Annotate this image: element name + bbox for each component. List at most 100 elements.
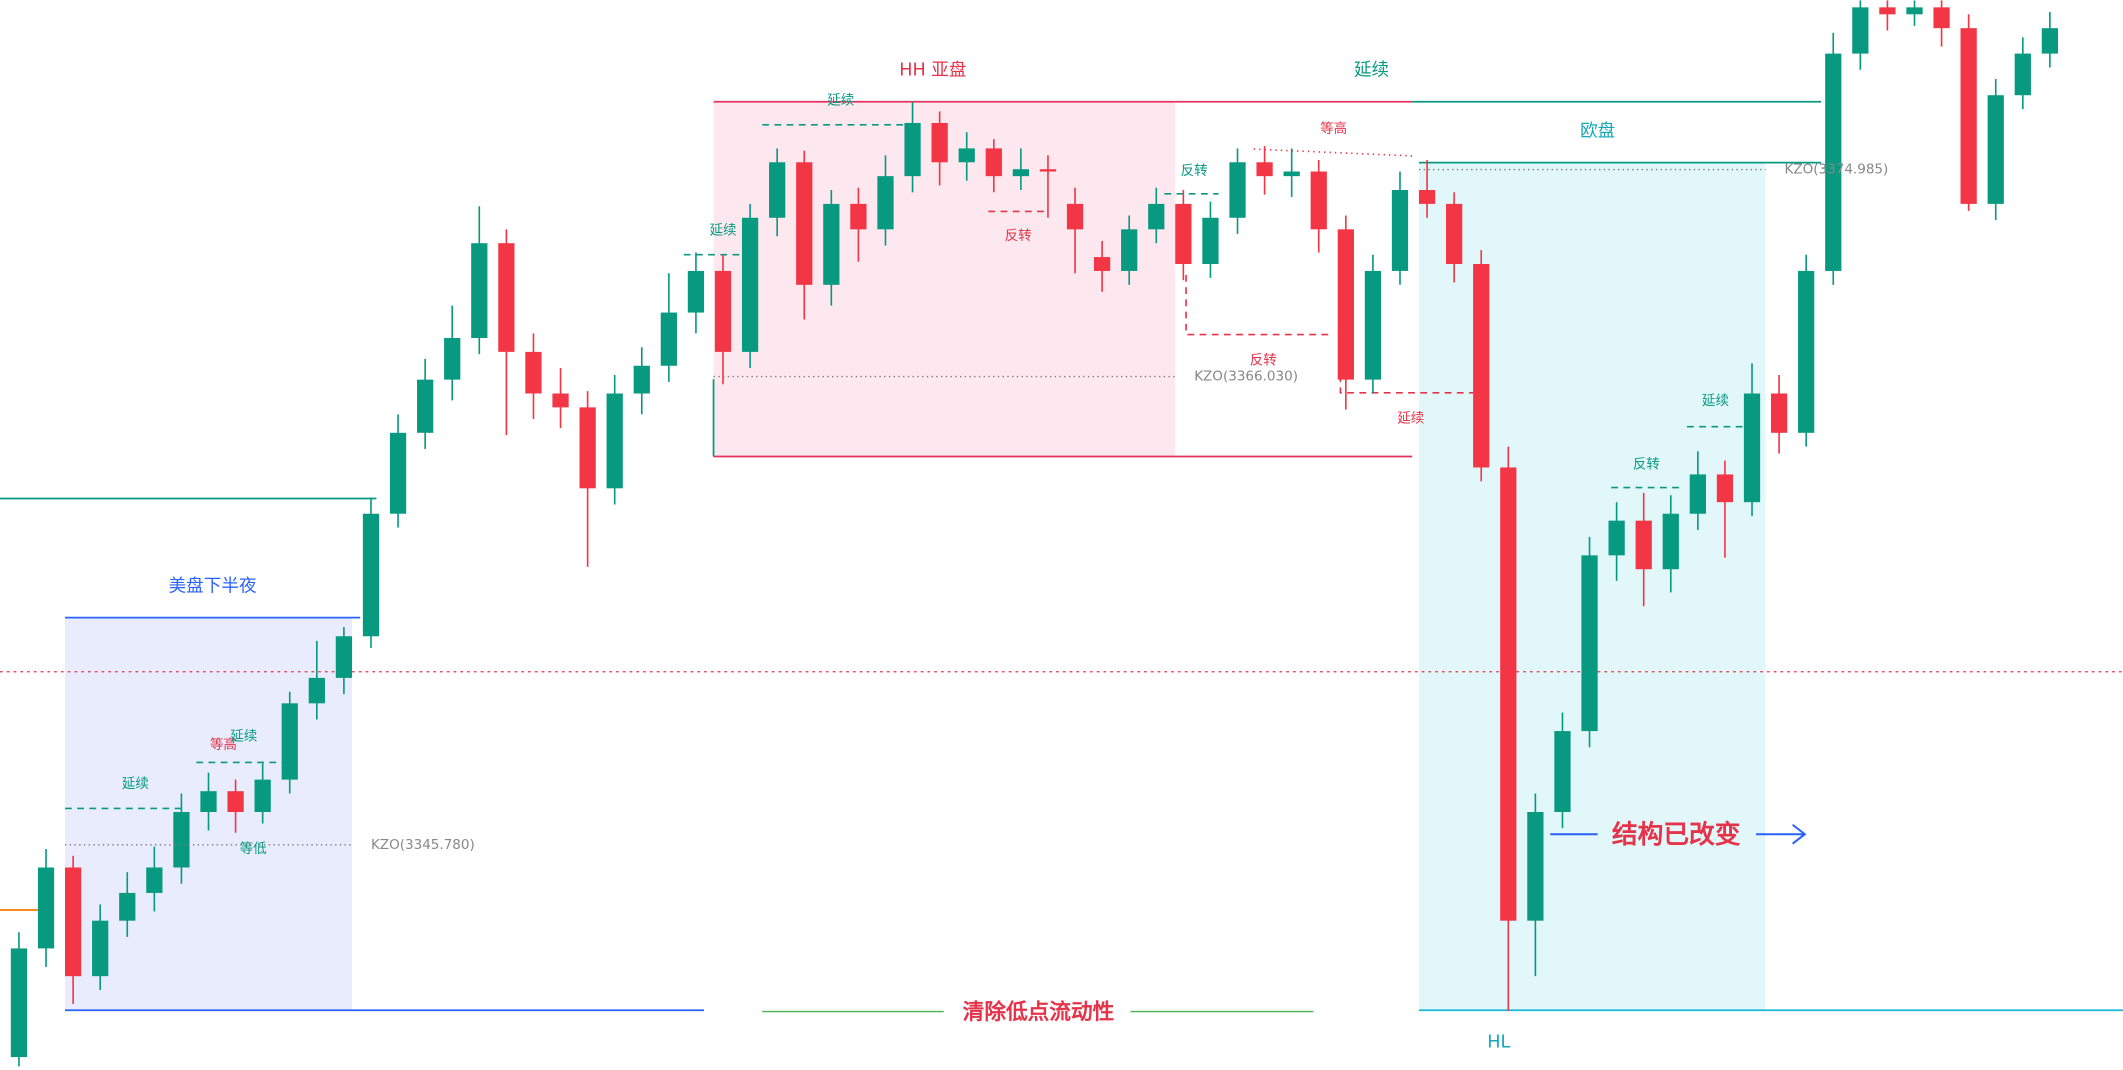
annotation: 等高 — [210, 736, 237, 753]
candle-body — [660, 312, 677, 366]
candle-body — [1121, 229, 1138, 271]
candle-body — [741, 217, 759, 352]
annotation: 反转 — [1181, 163, 1208, 179]
candle-body — [498, 243, 515, 352]
candle-body — [1987, 95, 2004, 204]
candle-body — [1933, 7, 1950, 29]
candle-body — [471, 243, 488, 339]
candle-body — [1689, 474, 1706, 514]
candle-body — [1960, 28, 1977, 204]
candle-body — [1500, 467, 1517, 921]
candle-body — [444, 338, 461, 380]
candle-body — [1256, 162, 1273, 177]
annotation: 延续 — [122, 776, 149, 792]
candle-body — [1093, 257, 1111, 271]
session-label: 美盘下半夜 — [169, 576, 257, 596]
session-label: HH 亚盘 — [899, 61, 966, 81]
arrow — [1756, 823, 1807, 845]
annotation: 延续 — [1397, 411, 1424, 427]
candle-body — [146, 867, 163, 893]
candle-body — [1879, 7, 1896, 15]
candle-body — [877, 176, 894, 230]
annotation: 延续 — [827, 92, 854, 108]
candle-body — [1310, 171, 1327, 230]
candle-body — [1743, 393, 1761, 503]
annotation: 延续 — [709, 222, 736, 238]
candle-body — [200, 791, 217, 813]
candle-body — [1202, 217, 1219, 265]
candle-body — [308, 677, 325, 704]
kzo-label: KZO(3345.780) — [371, 837, 475, 853]
candle-body — [362, 513, 380, 637]
candle-body — [1527, 812, 1544, 921]
kzo-label: KZO(3366.030) — [1194, 369, 1298, 385]
candle-body — [1716, 474, 1734, 503]
session-layout — [0, 100, 2123, 1013]
candle-body — [931, 122, 948, 163]
annotation: 结构已改变 — [1612, 819, 1741, 850]
candle-body — [389, 432, 407, 514]
candle-body — [579, 407, 596, 489]
candle-body — [37, 867, 55, 949]
structure-dashes — [64, 123, 1747, 810]
candle-body — [687, 270, 705, 313]
candle-body — [173, 812, 190, 868]
candle-body — [552, 393, 569, 408]
candle-body — [1364, 270, 1382, 380]
candle-body — [92, 920, 109, 977]
candle-body — [633, 365, 650, 394]
candle-body — [1906, 7, 1923, 15]
candle-body — [1825, 53, 1842, 271]
candle-body — [281, 703, 298, 780]
kzo-levels: KZO(3345.780) KZO(3366.030) KZO(3374.985) — [64, 162, 1889, 853]
candle-body — [1229, 162, 1246, 218]
annotation: 反转 — [1005, 228, 1032, 244]
candle-body — [1770, 393, 1788, 433]
candle-body — [1418, 190, 1436, 204]
candle-body — [1148, 203, 1165, 230]
candle-body — [904, 122, 921, 177]
candle-body — [1175, 203, 1192, 265]
annotation: 清除低点流动性 — [963, 999, 1115, 1025]
candle-body — [1012, 169, 1030, 177]
candle-body — [823, 203, 840, 285]
candle-body — [119, 892, 136, 921]
candle-body — [958, 148, 975, 163]
candle-body — [850, 203, 867, 230]
session-label: 欧盘 — [1580, 122, 1615, 142]
candle-body — [769, 162, 786, 218]
candle-body — [1662, 513, 1679, 570]
candle-body — [606, 393, 623, 489]
candle-body — [1554, 731, 1571, 813]
candle-body — [1066, 203, 1084, 230]
candle-body — [1473, 264, 1490, 468]
annotation: 反转 — [1633, 457, 1660, 473]
candle-body — [1283, 171, 1300, 177]
candle-body — [525, 351, 542, 394]
annotation: 反转 — [1250, 352, 1277, 368]
candle-body — [1446, 203, 1463, 265]
candle-body — [10, 948, 28, 1058]
candle-body — [2041, 28, 2059, 54]
candle-body — [227, 791, 244, 813]
candle-body — [1039, 169, 1057, 172]
candles — [10, 0, 2059, 1067]
candle-body — [714, 270, 732, 352]
candle-body — [2014, 53, 2031, 96]
candle-body — [417, 379, 434, 433]
annotation: 延续 — [1702, 393, 1729, 409]
candle-body — [254, 779, 271, 813]
candle-body — [1581, 555, 1598, 732]
kzo-label: KZO(3374.985) — [1785, 162, 1889, 178]
candle-body — [64, 867, 82, 977]
annotation: 延续 — [1354, 61, 1389, 81]
candle-body — [1337, 229, 1354, 380]
candle-body — [1608, 520, 1625, 556]
candle-body — [985, 148, 1002, 177]
candle-body — [1635, 520, 1652, 570]
candle-body — [1798, 270, 1815, 433]
candle-body — [1391, 190, 1409, 271]
candle-body — [796, 162, 813, 285]
